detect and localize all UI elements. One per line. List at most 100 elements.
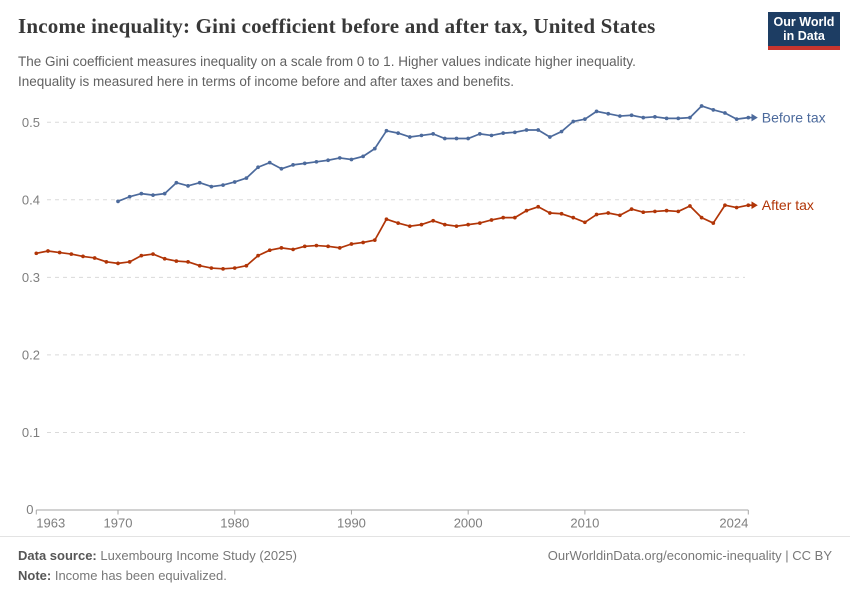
- point-after-tax-1974[interactable]: [162, 256, 167, 261]
- point-before-tax-2022[interactable]: [723, 111, 727, 115]
- point-after-tax-1988[interactable]: [326, 244, 330, 249]
- point-after-tax-1997[interactable]: [431, 218, 436, 223]
- point-before-tax-2020[interactable]: [699, 104, 704, 108]
- point-after-tax-1979[interactable]: [221, 266, 225, 271]
- point-before-tax-1994[interactable]: [396, 131, 400, 135]
- point-before-tax-2023[interactable]: [734, 117, 739, 121]
- point-before-tax-1978[interactable]: [209, 184, 214, 189]
- owid-logo[interactable]: Our World in Data: [768, 12, 840, 50]
- point-after-tax-2017[interactable]: [664, 208, 669, 213]
- point-before-tax-1975[interactable]: [174, 180, 179, 185]
- point-before-tax-2001[interactable]: [477, 132, 482, 136]
- point-before-tax-2015[interactable]: [641, 115, 646, 120]
- point-after-tax-1973[interactable]: [151, 252, 155, 256]
- point-before-tax-2012[interactable]: [606, 111, 611, 116]
- point-before-tax-1989[interactable]: [337, 156, 342, 160]
- point-after-tax-2010[interactable]: [583, 220, 587, 225]
- point-before-tax-2004[interactable]: [513, 130, 517, 135]
- point-before-tax-1970[interactable]: [116, 199, 120, 204]
- point-after-tax-1991[interactable]: [361, 240, 365, 245]
- point-before-tax-2000[interactable]: [466, 136, 471, 141]
- point-before-tax-1999[interactable]: [454, 136, 459, 141]
- point-before-tax-1984[interactable]: [279, 166, 284, 171]
- point-after-tax-1969[interactable]: [104, 259, 109, 264]
- point-before-tax-2010[interactable]: [583, 117, 587, 121]
- point-after-tax-1970[interactable]: [116, 261, 120, 266]
- point-before-tax-2021[interactable]: [711, 107, 716, 112]
- point-after-tax-1963[interactable]: [34, 251, 39, 256]
- point-before-tax-2009[interactable]: [571, 119, 576, 124]
- point-before-tax-2016[interactable]: [653, 114, 657, 119]
- point-after-tax-2013[interactable]: [618, 213, 622, 218]
- point-before-tax-1979[interactable]: [221, 183, 225, 187]
- point-after-tax-2016[interactable]: [653, 209, 657, 214]
- point-after-tax-2008[interactable]: [559, 211, 564, 216]
- point-after-tax-2005[interactable]: [524, 208, 529, 213]
- point-after-tax-2012[interactable]: [606, 211, 611, 215]
- point-before-tax-2005[interactable]: [524, 128, 529, 132]
- point-after-tax-1981[interactable]: [244, 263, 249, 268]
- point-before-tax-2017[interactable]: [664, 116, 669, 121]
- point-after-tax-1976[interactable]: [186, 259, 190, 264]
- point-before-tax-1983[interactable]: [267, 160, 272, 165]
- point-after-tax-1978[interactable]: [209, 266, 214, 270]
- point-after-tax-2009[interactable]: [571, 215, 576, 220]
- footer-link[interactable]: OurWorldinData.org/economic-inequality |…: [547, 548, 832, 563]
- point-before-tax-2018[interactable]: [676, 116, 681, 121]
- point-after-tax-1975[interactable]: [174, 259, 179, 263]
- point-after-tax-2019[interactable]: [688, 204, 692, 208]
- point-after-tax-1967[interactable]: [81, 254, 85, 259]
- point-before-tax-1985[interactable]: [291, 163, 295, 167]
- point-before-tax-1971[interactable]: [127, 194, 132, 199]
- point-before-tax-1990[interactable]: [349, 157, 354, 162]
- point-after-tax-1998[interactable]: [442, 222, 447, 227]
- point-after-tax-2001[interactable]: [477, 221, 482, 225]
- point-after-tax-1977[interactable]: [197, 263, 202, 268]
- point-before-tax-2003[interactable]: [501, 131, 506, 135]
- point-after-tax-2006[interactable]: [536, 204, 541, 209]
- point-before-tax-2006[interactable]: [536, 128, 541, 132]
- point-after-tax-1993[interactable]: [384, 217, 389, 222]
- point-before-tax-1992[interactable]: [372, 146, 377, 151]
- point-before-tax-1974[interactable]: [162, 191, 167, 196]
- point-after-tax-2011[interactable]: [594, 212, 599, 217]
- point-after-tax-1980[interactable]: [232, 266, 237, 270]
- point-after-tax-1990[interactable]: [349, 242, 354, 246]
- point-before-tax-1981[interactable]: [244, 176, 249, 180]
- point-after-tax-2018[interactable]: [676, 209, 681, 214]
- point-after-tax-1965[interactable]: [57, 250, 62, 255]
- point-after-tax-1986[interactable]: [302, 244, 307, 249]
- point-after-tax-1983[interactable]: [267, 248, 272, 253]
- point-before-tax-1972[interactable]: [139, 191, 144, 196]
- point-after-tax-1995[interactable]: [407, 224, 412, 229]
- point-after-tax-2015[interactable]: [641, 210, 646, 215]
- point-after-tax-1989[interactable]: [337, 246, 342, 250]
- point-after-tax-1968[interactable]: [92, 256, 97, 260]
- point-after-tax-2002[interactable]: [489, 218, 494, 222]
- point-before-tax-1997[interactable]: [431, 132, 436, 136]
- point-before-tax-2007[interactable]: [548, 135, 552, 139]
- point-after-tax-2004[interactable]: [513, 215, 517, 220]
- point-after-tax-2023[interactable]: [734, 205, 739, 210]
- point-after-tax-1971[interactable]: [127, 259, 132, 264]
- point-after-tax-2021[interactable]: [711, 221, 716, 225]
- point-after-tax-1994[interactable]: [396, 221, 400, 225]
- point-before-tax-2008[interactable]: [559, 129, 564, 134]
- point-before-tax-1986[interactable]: [302, 161, 307, 166]
- point-after-tax-1985[interactable]: [291, 247, 295, 252]
- point-after-tax-1972[interactable]: [139, 253, 144, 258]
- point-before-tax-2013[interactable]: [618, 114, 622, 118]
- point-after-tax-2000[interactable]: [466, 222, 471, 227]
- point-before-tax-1998[interactable]: [442, 136, 447, 141]
- series-label-after-tax[interactable]: After tax: [762, 197, 814, 213]
- point-before-tax-1991[interactable]: [361, 154, 365, 159]
- point-before-tax-1980[interactable]: [232, 180, 237, 184]
- point-after-tax-1982[interactable]: [256, 253, 260, 258]
- point-after-tax-1966[interactable]: [69, 252, 74, 256]
- point-after-tax-1996[interactable]: [419, 222, 424, 227]
- point-after-tax-2007[interactable]: [548, 211, 552, 215]
- point-after-tax-1964[interactable]: [46, 249, 50, 253]
- point-before-tax-1973[interactable]: [151, 193, 155, 197]
- point-before-tax-2002[interactable]: [489, 133, 494, 138]
- point-before-tax-1988[interactable]: [326, 158, 330, 163]
